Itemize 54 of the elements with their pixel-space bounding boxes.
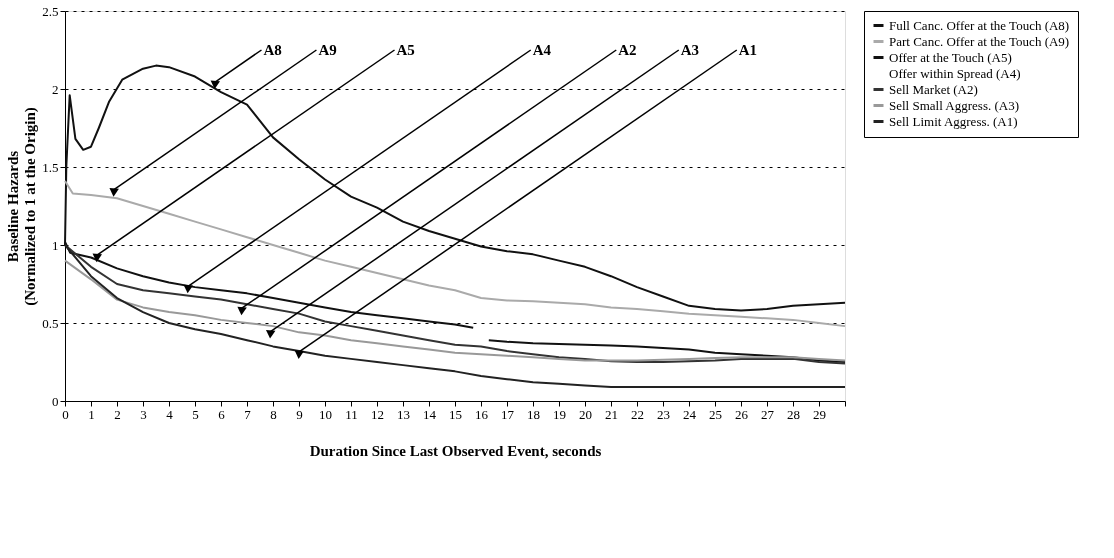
y-tick-label: 2.5 [42, 3, 59, 19]
y-tick-label: 0.5 [42, 315, 59, 331]
x-tick-label: 22 [631, 406, 644, 422]
text: Offer within Spread (A4) [889, 65, 1021, 81]
x-tick-label: 1 [88, 406, 95, 422]
x-tick-label: 25 [709, 406, 722, 422]
x-tick-label: 0 [62, 406, 69, 422]
x-tick-label: 12 [371, 406, 384, 422]
x-tick-label: 5 [192, 406, 199, 422]
x-tick-label: 28 [787, 406, 800, 422]
x-axis-title: Duration Since Last Observed Event, seconds [309, 442, 602, 459]
x-tick-label: 11 [345, 406, 358, 422]
x-tick-label: 16 [475, 406, 489, 422]
x-tick-label: 18 [527, 406, 540, 422]
annotation: A8 [263, 42, 282, 58]
legend-label: Sell Limit Aggress. (A1) [889, 113, 1018, 129]
legend-label: Sell Market (A2) [889, 81, 978, 97]
x-tick-label: 23 [657, 406, 670, 422]
x-tick-label: 19 [553, 406, 566, 422]
legend-label: Part Canc. Offer at the Touch (A9) [889, 33, 1070, 49]
legend-label: Full Canc. Offer at the Touch (A8) [889, 17, 1070, 33]
x-tick-label: 29 [813, 406, 826, 422]
x-tick-label: 10 [319, 406, 332, 422]
x-tick-label: 17 [501, 406, 515, 422]
x-tick-label: 2 [114, 406, 121, 422]
y-axis-title: Baseline Hazards (Normalized to 1 at the Origin) [5, 107, 40, 306]
x-tick-label: 13 [397, 406, 410, 422]
y-tick-label: 1.5 [42, 159, 59, 175]
annotation: A5 [396, 42, 415, 58]
line-series [64, 244, 846, 388]
annotation: A9 [318, 42, 337, 58]
y-tick-label: 2 [52, 81, 59, 97]
legend-label: Sell Small Aggress. (A3) [889, 97, 1019, 113]
legend-label: Offer at the Touch (A5) [889, 49, 1012, 65]
annotation: A2 [618, 42, 637, 58]
x-tick-label: 26 [735, 406, 749, 422]
annotation: A4 [532, 42, 552, 58]
x-tick-label: 15 [449, 406, 462, 422]
x-tick-label: 14 [423, 406, 437, 422]
x-tick-label: 7 [244, 406, 252, 422]
y-tick-label: 0 [52, 393, 59, 409]
x-tick-label: 27 [761, 406, 775, 422]
line-series [64, 180, 846, 328]
annotation: A1 [738, 42, 758, 58]
x-tick-label: 20 [579, 406, 592, 422]
x-tick-label: 21 [605, 406, 618, 422]
y-tick-label: 1 [52, 237, 59, 253]
x-tick-label: 24 [683, 406, 697, 422]
x-tick-label: 3 [140, 406, 147, 422]
x-tick-label: 6 [218, 406, 226, 422]
x-tick-label: 4 [166, 406, 174, 422]
x-tick-label: 8 [270, 406, 277, 422]
annotation: A3 [680, 42, 700, 58]
x-tick-label: 9 [296, 406, 303, 422]
